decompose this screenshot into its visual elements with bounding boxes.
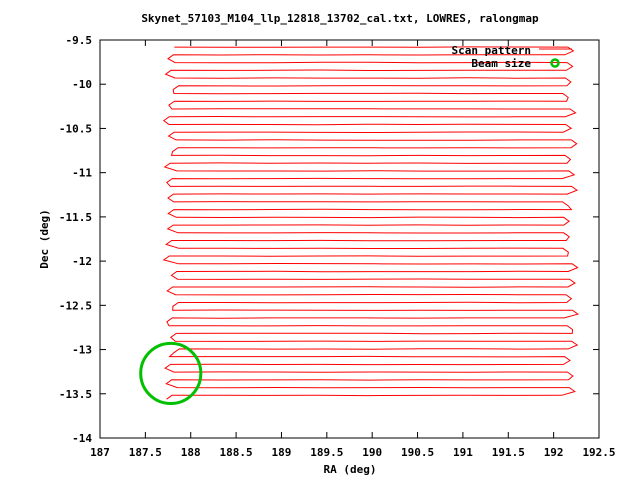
x-tick-label: 190.5 <box>401 446 434 459</box>
scan-pattern-line <box>162 46 580 400</box>
y-tick-label: -12 <box>72 255 92 268</box>
x-tick-label: 191.5 <box>492 446 525 459</box>
x-tick-label: 187.5 <box>129 446 162 459</box>
legend: Scan pattern Beam size <box>452 44 572 70</box>
x-tick-label: 192 <box>544 446 564 459</box>
beam-size-circle <box>139 341 203 406</box>
y-tick-label: -9.5 <box>66 34 93 47</box>
x-tick-label: 189 <box>272 446 292 459</box>
axis-ticks: 187 187.5 188 188.5 189 189.5 190 190.5 191 191.5… <box>59 34 616 459</box>
x-tick-label: 190 <box>362 446 382 459</box>
series-layer <box>139 46 580 406</box>
y-axis-label: Dec (deg) <box>38 209 51 269</box>
y-tick-label: -14 <box>72 432 92 445</box>
x-tick-label: 191 <box>453 446 473 459</box>
x-tick-label: 192.5 <box>582 446 615 459</box>
y-tick-label: -10.5 <box>59 122 92 135</box>
y-tick-label: -10 <box>72 78 92 91</box>
y-tick-label: -13.5 <box>59 388 92 401</box>
legend-swatch-beam-size <box>550 58 560 68</box>
y-tick-label: -11.5 <box>59 211 92 224</box>
x-tick-label: 188.5 <box>220 446 253 459</box>
x-tick-label: 189.5 <box>310 446 343 459</box>
legend-label-scan-pattern: Scan pattern <box>452 44 531 57</box>
x-tick-label: 188 <box>181 446 201 459</box>
chart-title: Skynet_57103_M104_llp_12818_13702_cal.tx… <box>141 12 539 25</box>
plot-frame <box>99 39 600 439</box>
x-tick-label: 187 <box>90 446 110 459</box>
legend-label-beam-size: Beam size <box>471 57 531 70</box>
y-tick-label: -13 <box>72 344 92 357</box>
y-tick-label: -12.5 <box>59 299 92 312</box>
y-tick-label: -11 <box>72 167 92 180</box>
x-axis-label: RA (deg) <box>324 463 377 476</box>
